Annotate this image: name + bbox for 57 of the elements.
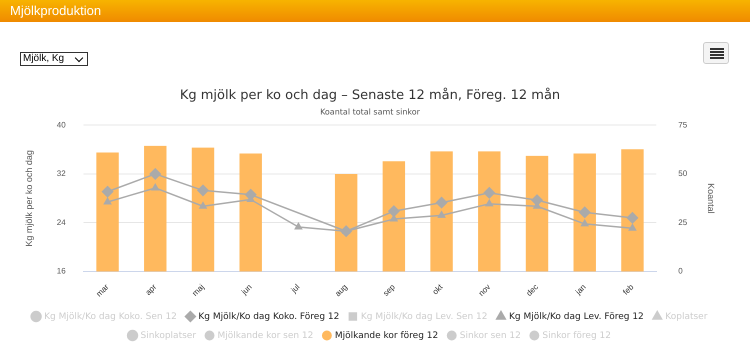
legend-label: Kg Mjölk/Ko dag Lev. Föreg 12 [508, 312, 644, 322]
x-tick-label: apr [144, 282, 158, 298]
bar [526, 156, 548, 272]
bar [334, 174, 358, 272]
text: Mjölk, Kg [20, 52, 88, 66]
point [199, 202, 207, 209]
x-tick-label: okt [430, 282, 446, 296]
point [628, 224, 636, 231]
x-tick-label: jan [573, 282, 588, 298]
legend-label: Mjölkande kor föreg 12 [334, 330, 438, 341]
point [436, 196, 448, 208]
y-tick-label: 24 [56, 218, 66, 227]
point [294, 222, 302, 230]
x-tick-label: maj [190, 282, 206, 298]
point [104, 198, 112, 204]
point [578, 206, 590, 218]
point [151, 184, 160, 190]
point [102, 186, 114, 198]
x-tick-label: dec [524, 282, 540, 298]
x-tick-label: nov [476, 282, 492, 298]
bar [192, 148, 214, 272]
bar [382, 161, 406, 272]
x-tick-label: sep [381, 282, 398, 298]
bar [430, 151, 453, 272]
x-tick-label: jun [239, 282, 254, 298]
y-tick-label: 32 [56, 169, 66, 178]
x-tick-label: aug [333, 282, 350, 298]
bar [96, 152, 119, 272]
point [150, 168, 162, 180]
point [388, 205, 400, 217]
point [484, 187, 496, 199]
legend-label: Kg Mjölk/Ko dag Koko. Föreg 12 [198, 312, 340, 322]
bar [478, 151, 501, 272]
text: Mjölkproduktion [0, 0, 750, 22]
y2-tick-label: 50 [678, 169, 688, 178]
y2-tick-label: 0 [678, 266, 684, 276]
bar [239, 153, 262, 272]
chart-title: Kg mjölk per ko och dag – Senaste 12 mån, Föreg. 12 mån [180, 87, 560, 104]
point [438, 211, 446, 218]
x-tick-label: feb [621, 282, 636, 297]
y-axis-title: Kg mjölk per ko och dag [24, 150, 34, 247]
x-tick-label: jul [288, 282, 302, 296]
x-tick-label: mar [94, 282, 111, 299]
bar [621, 149, 644, 272]
y2-axis-title: Koantal [706, 183, 716, 214]
point [531, 194, 543, 206]
point [580, 220, 589, 226]
y-tick-label: 16 [56, 266, 66, 276]
y2-tick-label: 75 [678, 120, 688, 130]
bar [574, 153, 596, 272]
bar [144, 146, 166, 272]
point [486, 200, 494, 206]
point [626, 212, 638, 224]
y2-tick-label: 25 [678, 218, 688, 227]
chart-subtitle: Koantal total samt sinkor [320, 107, 421, 116]
point [197, 184, 209, 196]
y-tick-label: 40 [56, 120, 66, 130]
